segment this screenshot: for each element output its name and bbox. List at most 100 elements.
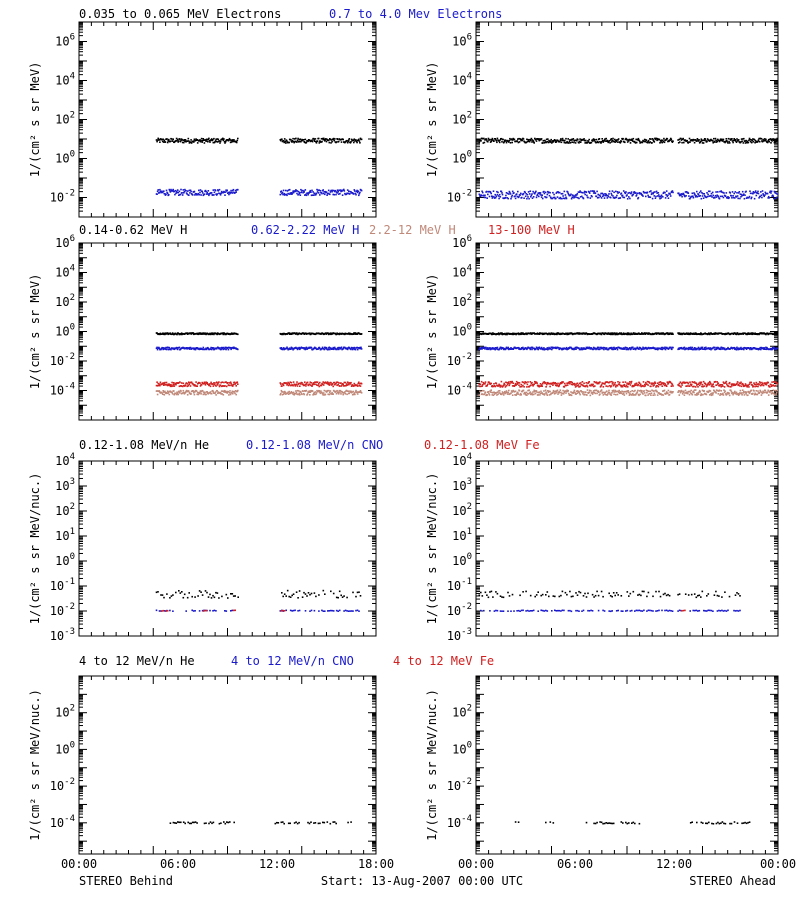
data-point [297, 137, 299, 140]
data-point [570, 197, 573, 200]
data-point [184, 385, 186, 387]
data-point [302, 347, 305, 349]
data-point [640, 192, 643, 195]
data-point [625, 195, 628, 197]
data-point [281, 138, 283, 141]
data-point [357, 190, 359, 192]
data-point [356, 346, 358, 349]
data-point [513, 192, 515, 194]
data-point [337, 346, 339, 349]
data-point [312, 393, 315, 395]
data-point [616, 139, 618, 141]
data-point [287, 192, 289, 195]
data-point [162, 138, 164, 141]
data-point [531, 141, 533, 143]
data-point [506, 381, 508, 384]
y-tick-label: 106 [452, 33, 472, 49]
data-point [295, 333, 297, 335]
data-point [654, 137, 656, 140]
data-point [176, 333, 178, 336]
data-point [506, 333, 508, 336]
data-point [679, 141, 681, 143]
y-axis-label: 1/(cm² s sr MeV) [28, 62, 42, 178]
data-point [315, 393, 317, 396]
data-point [684, 139, 687, 142]
data-point [210, 348, 213, 351]
data-point [558, 191, 561, 194]
data-point [176, 347, 178, 349]
data-point [329, 191, 332, 193]
data-point [490, 332, 492, 335]
data-point [574, 346, 577, 349]
data-point [579, 348, 582, 351]
data-point [693, 192, 695, 194]
data-point [672, 191, 674, 194]
data-point [332, 193, 334, 196]
data-point [184, 139, 187, 141]
data-point [501, 141, 503, 143]
data-point [198, 189, 200, 192]
data-point [683, 332, 685, 335]
data-point [641, 348, 644, 350]
data-point [282, 391, 284, 393]
data-point [712, 141, 714, 144]
data-point [340, 138, 342, 141]
data-point [766, 141, 769, 144]
data-point [237, 348, 239, 351]
data-point [194, 384, 196, 386]
data-point [350, 348, 352, 351]
data-point [757, 347, 759, 350]
data-point [300, 383, 302, 385]
data-point [188, 390, 190, 393]
data-point [283, 348, 285, 351]
data-point [284, 193, 287, 196]
data-point [288, 193, 290, 195]
data-point [560, 193, 563, 195]
data-point [357, 382, 359, 385]
data-point [715, 139, 717, 142]
data-point [703, 139, 705, 142]
data-point [235, 393, 237, 396]
data-point [492, 195, 494, 198]
data-point [315, 383, 317, 386]
data-point [164, 390, 166, 393]
data-point [705, 346, 707, 349]
data-point [600, 192, 602, 195]
data-point [611, 141, 613, 143]
data-point [227, 391, 230, 393]
data-point [188, 189, 191, 192]
data-point [309, 391, 312, 393]
data-point [526, 140, 529, 143]
data-point [694, 194, 696, 196]
data-point [344, 333, 346, 336]
data-point [213, 137, 215, 140]
data-point [498, 197, 500, 200]
data-point [327, 389, 330, 392]
data-point [316, 191, 319, 193]
data-point [504, 386, 507, 388]
data-point [296, 348, 299, 351]
data-point [748, 195, 751, 198]
data-point [498, 348, 500, 351]
data-point [285, 142, 287, 144]
data-point [175, 392, 177, 395]
data-point [334, 138, 336, 140]
data-point [563, 141, 566, 144]
data-point [508, 384, 511, 387]
data-point [183, 139, 186, 141]
data-point [490, 140, 492, 143]
data-point [353, 193, 355, 195]
data-point [540, 348, 542, 350]
data-point [210, 346, 212, 349]
data-point [203, 393, 206, 395]
data-point [351, 192, 354, 194]
data-point [175, 139, 177, 142]
data-point [513, 385, 516, 387]
data-point [488, 195, 491, 198]
data-point [279, 382, 282, 384]
data-point [356, 141, 358, 144]
data-point [696, 140, 698, 142]
data-point [668, 140, 670, 143]
data-point [292, 137, 294, 140]
data-point [516, 383, 519, 385]
